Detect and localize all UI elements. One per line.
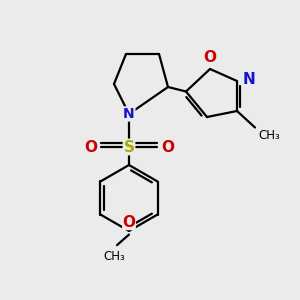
Text: O: O	[122, 215, 136, 230]
Text: N: N	[242, 72, 255, 87]
Text: O: O	[203, 50, 217, 65]
Text: S: S	[124, 140, 134, 154]
Text: CH₃: CH₃	[258, 129, 280, 142]
Text: N: N	[123, 107, 135, 121]
Text: O: O	[84, 140, 97, 154]
Text: O: O	[161, 140, 174, 154]
Text: CH₃: CH₃	[103, 250, 125, 263]
